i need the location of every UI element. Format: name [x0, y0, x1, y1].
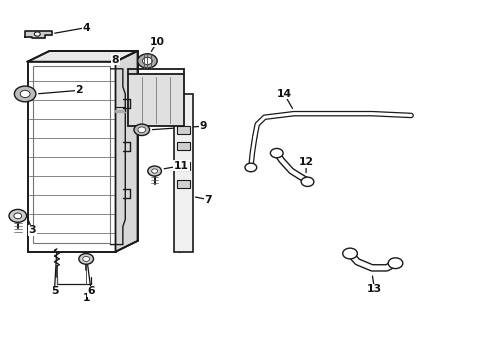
Text: 9: 9: [200, 121, 207, 131]
Text: 8: 8: [112, 55, 119, 65]
Circle shape: [343, 248, 357, 259]
Text: 1: 1: [82, 293, 90, 303]
Circle shape: [134, 124, 149, 135]
Text: 12: 12: [298, 157, 314, 167]
Circle shape: [388, 258, 403, 269]
Circle shape: [152, 169, 158, 173]
Bar: [176, 162, 190, 170]
Text: 13: 13: [367, 284, 382, 294]
Circle shape: [83, 256, 90, 261]
Text: 14: 14: [276, 89, 292, 99]
Circle shape: [270, 148, 283, 158]
Bar: [174, 94, 193, 252]
Circle shape: [14, 213, 22, 219]
Circle shape: [34, 32, 40, 36]
Circle shape: [138, 54, 157, 68]
Text: 7: 7: [204, 195, 212, 204]
Circle shape: [9, 210, 26, 222]
Text: 11: 11: [174, 161, 189, 171]
Text: 3: 3: [28, 225, 36, 235]
Polygon shape: [27, 51, 138, 62]
Text: 4: 4: [82, 23, 90, 33]
Bar: [176, 142, 190, 150]
Circle shape: [138, 127, 146, 133]
Text: 10: 10: [149, 37, 165, 47]
Text: 6: 6: [87, 286, 95, 296]
Polygon shape: [116, 51, 138, 252]
Circle shape: [14, 86, 36, 102]
Bar: [27, 62, 116, 252]
Bar: [33, 66, 110, 243]
Circle shape: [79, 253, 94, 264]
Circle shape: [143, 57, 152, 64]
Polygon shape: [25, 31, 52, 39]
Circle shape: [301, 177, 314, 186]
Circle shape: [148, 166, 161, 176]
Bar: [176, 180, 190, 188]
Circle shape: [20, 90, 30, 98]
Text: 2: 2: [75, 85, 83, 95]
Bar: [128, 74, 184, 126]
Circle shape: [245, 163, 257, 172]
Text: 5: 5: [50, 286, 58, 296]
Bar: [176, 126, 190, 134]
